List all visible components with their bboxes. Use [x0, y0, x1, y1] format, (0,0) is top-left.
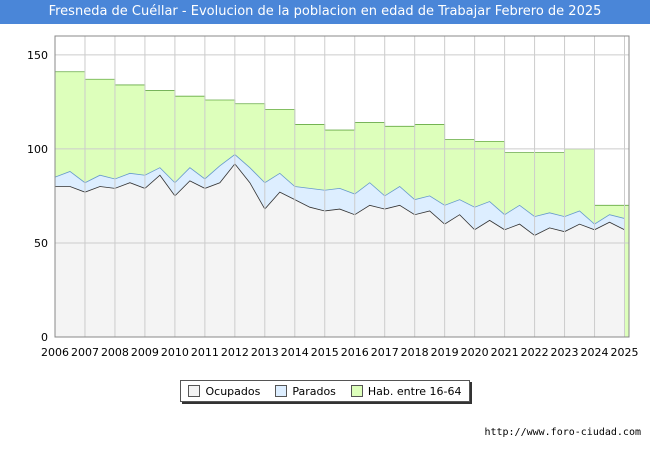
legend-item-ocupados: Ocupados — [188, 385, 260, 398]
x-tick-label: 2017 — [371, 346, 399, 359]
x-tick-label: 2019 — [431, 346, 459, 359]
x-tick-label: 2024 — [581, 346, 609, 359]
legend-swatch-ocupados — [188, 385, 201, 397]
x-tick-label: 2007 — [71, 346, 99, 359]
legend-item-hab: Hab. entre 16-64 — [350, 384, 462, 398]
x-tick-label: 2018 — [401, 346, 429, 359]
x-tick-label: 2021 — [491, 346, 519, 359]
x-tick-label: 2014 — [281, 346, 309, 359]
x-tick-label: 2011 — [191, 346, 219, 359]
x-tick-label: 2008 — [101, 346, 129, 359]
plot-border — [54, 35, 630, 338]
legend-swatch-hab — [350, 385, 363, 397]
y-tick-label: 100 — [27, 143, 48, 156]
legend-swatch-parados — [275, 385, 288, 397]
x-tick-label: 2012 — [221, 346, 249, 359]
x-tick-label: 2010 — [161, 346, 189, 359]
x-tick-label: 2009 — [131, 346, 159, 359]
chart-title: Fresneda de Cuéllar - Evolucion de la po… — [0, 0, 650, 24]
x-tick-label: 2025 — [611, 346, 639, 359]
x-tick-label: 2015 — [311, 346, 339, 359]
legend-item-parados: Parados — [275, 385, 336, 398]
x-tick-label: 2020 — [461, 346, 489, 359]
chart-legend: Ocupados Parados Hab. entre 16-64 — [180, 380, 470, 402]
x-tick-label: 2006 — [41, 346, 69, 359]
chart-area: 0 50 100 150 2006 2007 2008 2009 2010 2011 2012 201… — [0, 24, 650, 450]
x-tick-label: 2023 — [551, 346, 579, 359]
y-tick-label: 0 — [41, 331, 48, 344]
y-tick-label: 150 — [27, 49, 48, 62]
series-ocupados-area — [54, 163, 625, 338]
y-tick-label: 50 — [34, 237, 48, 250]
x-tick-label: 2022 — [521, 346, 549, 359]
x-tick-label: 2013 — [251, 346, 279, 359]
legend-label-parados: Parados — [292, 384, 336, 398]
x-tick-label: 2016 — [341, 346, 369, 359]
source-url[interactable]: http://www.foro-ciudad.com — [484, 427, 641, 438]
legend-label-ocupados: Ocupados — [205, 384, 261, 398]
legend-label-hab: Hab. entre 16-64 — [367, 384, 462, 398]
